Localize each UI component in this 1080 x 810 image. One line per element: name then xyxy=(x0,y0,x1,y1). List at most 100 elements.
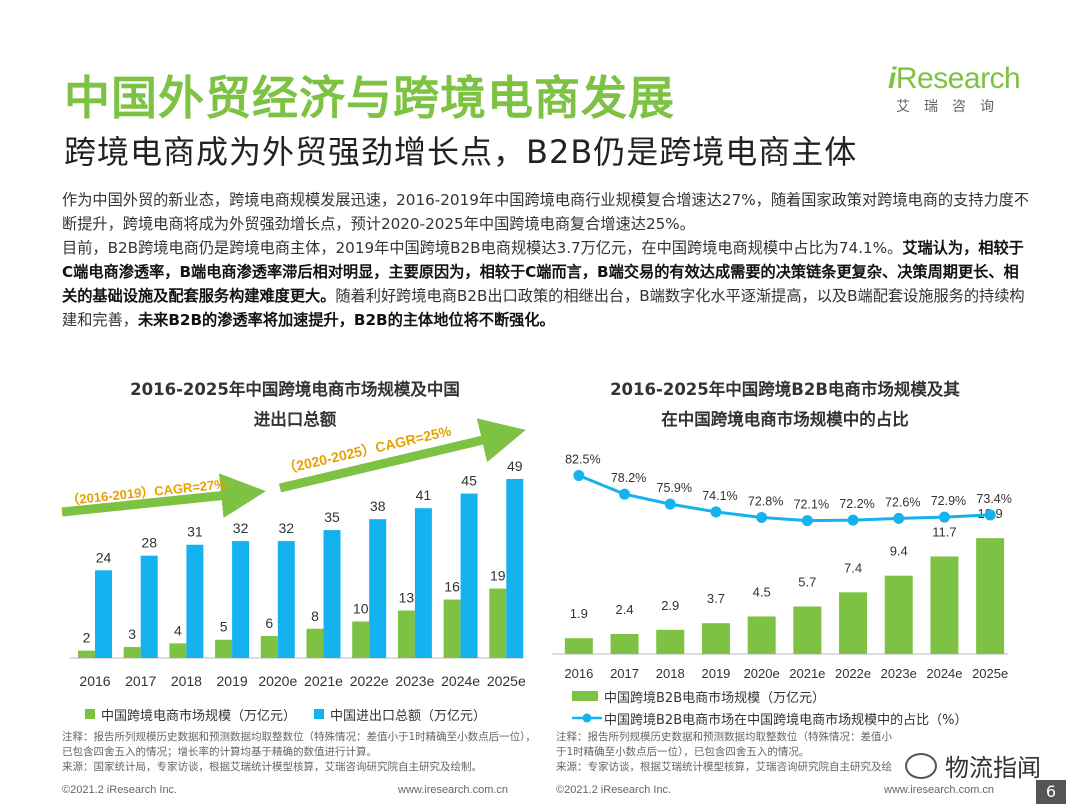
logo-brand: iResearch xyxy=(888,62,1021,95)
data-label: 10 xyxy=(353,600,369,616)
bar-ecommerce xyxy=(169,643,187,658)
bar-ecommerce xyxy=(123,647,141,658)
bar-ecommerce xyxy=(489,588,507,658)
share-point xyxy=(984,509,996,521)
pct-label: 74.1% xyxy=(702,489,737,503)
share-point xyxy=(619,488,631,500)
bar-trade xyxy=(140,555,158,658)
pct-label: 72.8% xyxy=(748,495,783,509)
data-label: 19 xyxy=(490,568,506,584)
wechat-watermark: 物流指闻 xyxy=(905,748,1041,783)
paragraph-2: 目前，B2B跨境电商仍是跨境电商主体，2019年中国跨境B2B电商规模达3.7万… xyxy=(62,239,1025,329)
share-point xyxy=(664,498,676,510)
share-point xyxy=(710,506,722,518)
share-point xyxy=(756,512,768,524)
pct-label: 82.5% xyxy=(565,453,600,467)
bar-trade xyxy=(323,530,341,658)
share-point xyxy=(801,515,813,527)
legend-label-share: 中国跨境B2B电商市场在中国跨境电商市场规模中的占比（%） xyxy=(604,712,968,728)
share-point xyxy=(847,514,859,526)
bar-trade xyxy=(186,544,204,658)
pct-label: 72.9% xyxy=(931,494,966,508)
footer-url-right[interactable]: www.iresearch.com.cn xyxy=(884,784,995,796)
x-tick-label: 2022e xyxy=(835,666,871,681)
bar-trade xyxy=(277,541,295,658)
left-chart-title: 2016-2025年中国跨境电商市场规模及中国 进出口总额 xyxy=(130,380,460,429)
x-tick-label: 2024e xyxy=(926,666,962,681)
bar-b2b xyxy=(656,629,685,654)
data-label: 45 xyxy=(461,473,477,489)
bar-b2b xyxy=(610,634,639,654)
data-label: 11.7 xyxy=(932,525,956,540)
data-label: 31 xyxy=(187,524,203,540)
bar-b2b xyxy=(701,623,730,654)
left-chart: 2 24 2016 3 28 2017 4 31 2018 5 32 2019 6 32 2020e 8 35 2… xyxy=(61,418,526,689)
data-label: 49 xyxy=(507,458,523,474)
x-tick-label: 2025e xyxy=(972,666,1008,681)
x-tick-label: 2021e xyxy=(789,666,825,681)
bar-trade xyxy=(460,493,478,658)
left-note: 注释：报告所列规模历史数据和预测数据均取整数位（特殊情况：差值小于1时精确至小数… xyxy=(62,731,536,773)
x-tick-label: 2024e xyxy=(441,673,480,689)
data-label: 2.4 xyxy=(616,602,634,617)
data-label: 1.9 xyxy=(570,606,588,621)
bar-b2b xyxy=(747,616,776,654)
right-note: 注释：报告所列规模历史数据和预测数据均取整数位（特殊情况：差值小于1时精确至小数… xyxy=(556,731,892,773)
data-label: 7.4 xyxy=(844,560,862,575)
share-point xyxy=(938,511,950,523)
right-chart: 1.9 2016 2.4 2017 2.9 2018 3.7 2019 4.5 2020e 5.7 2… xyxy=(552,453,1012,681)
data-label: 2 xyxy=(83,630,91,646)
data-label: 32 xyxy=(233,520,249,536)
x-tick-label: 2017 xyxy=(125,673,156,689)
x-tick-label: 2023e xyxy=(395,673,434,689)
cagr-arrow-1 xyxy=(61,473,266,519)
footer-url-left[interactable]: www.iresearch.com.cn xyxy=(398,784,509,796)
data-label: 3 xyxy=(128,626,136,642)
page-title: 中国外贸经济与跨境电商发展 xyxy=(64,71,675,125)
data-label: 5 xyxy=(220,619,228,635)
legend-label-trade: 中国进出口总额（万亿元） xyxy=(330,708,487,724)
x-tick-label: 2021e xyxy=(304,673,343,689)
data-label: 3.7 xyxy=(707,591,725,606)
bar-b2b xyxy=(839,592,868,654)
pct-label: 78.2% xyxy=(611,471,646,485)
x-tick-label: 2019 xyxy=(701,666,730,681)
pct-label: 72.2% xyxy=(839,497,874,511)
x-tick-label: 2019 xyxy=(217,673,248,689)
data-label: 32 xyxy=(279,520,295,536)
x-tick-label: 2017 xyxy=(610,666,639,681)
paragraph-1: 作为中国外贸的新业态，跨境电商规模发展迅速，2016-2019年中国跨境电商行业… xyxy=(62,191,1030,233)
logo-chinese: 艾瑞咨询 xyxy=(896,99,1008,115)
x-tick-label: 2018 xyxy=(656,666,685,681)
legend-label-b2b: 中国跨境B2B电商市场规模（万亿元） xyxy=(604,690,826,706)
bar-b2b xyxy=(930,556,959,654)
x-tick-label: 2023e xyxy=(881,666,917,681)
bar-ecommerce xyxy=(443,599,461,658)
bar-ecommerce xyxy=(78,650,95,658)
legend-label-ecommerce: 中国跨境电商市场规模（万亿元） xyxy=(101,708,297,724)
x-tick-label: 2025e xyxy=(487,673,526,689)
bar-trade xyxy=(232,541,250,658)
data-label: 6 xyxy=(265,615,273,631)
pct-label: 73.4% xyxy=(976,492,1011,506)
bar-b2b xyxy=(793,606,822,654)
body-text: 作为中国外贸的新业态，跨境电商规模发展迅速，2016-2019年中国跨境电商行业… xyxy=(62,188,1032,332)
page-subtitle: 跨境电商成为外贸强劲增长点，B2B仍是跨境电商主体 xyxy=(64,133,858,171)
data-label: 35 xyxy=(324,509,340,525)
bar-ecommerce xyxy=(352,621,370,658)
bar-b2b xyxy=(884,575,913,654)
footer-copyright-right: ©2021.2 iResearch Inc. xyxy=(556,784,672,796)
cagr-arrow-2 xyxy=(278,418,526,493)
data-label: 4.5 xyxy=(753,585,771,600)
share-point xyxy=(573,470,585,481)
legend-line-marker xyxy=(572,713,602,723)
wechat-icon xyxy=(905,752,937,779)
bar-ecommerce xyxy=(260,636,278,658)
x-tick-label: 2020e xyxy=(744,666,780,681)
right-chart-legend: 中国跨境B2B电商市场规模（万亿元） 中国跨境B2B电商市场在中国跨境电商市场规… xyxy=(572,686,967,728)
share-line xyxy=(578,474,991,523)
iresearch-logo: iResearch 艾瑞咨询 xyxy=(888,62,1028,122)
x-tick-label: 2020e xyxy=(258,673,297,689)
bar-b2b xyxy=(564,638,593,654)
data-label: 2.9 xyxy=(661,598,679,613)
